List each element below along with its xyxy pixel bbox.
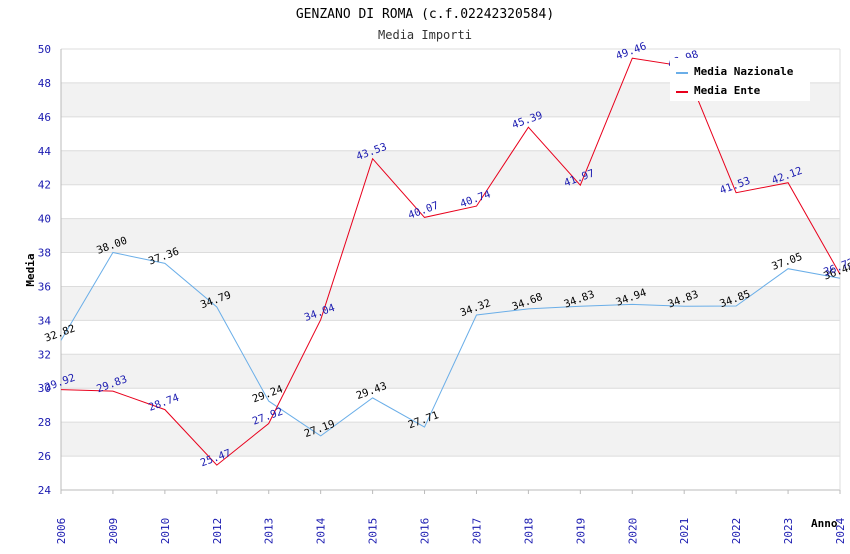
- plot-band: [61, 116, 840, 151]
- x-tick-label: 2023: [782, 518, 795, 545]
- y-tick-label: 46: [38, 111, 51, 124]
- y-tick-label: 28: [38, 416, 51, 429]
- series-line-media-nazionale: [60, 251, 841, 437]
- plot-band: [61, 150, 840, 185]
- chart-title: GENZANO DI ROMA (c.f.02242320584): [296, 7, 554, 22]
- x-tick-label: 2014: [315, 517, 328, 544]
- x-tick-label: 2024: [834, 517, 847, 544]
- y-axis-label: Media: [24, 253, 37, 286]
- y-tick-label: 38: [38, 247, 51, 260]
- y-tick-label: 34: [38, 314, 52, 327]
- x-tick-labels: 2006 2009 2010 2012 2013 2014 2015 2016 2017 2018…: [55, 517, 847, 544]
- x-tick-label: 2015: [367, 518, 380, 545]
- legend: Media Nazionale Media Ente: [670, 58, 810, 101]
- y-tick-label: 32: [38, 348, 51, 361]
- x-tick-label: 2017: [470, 518, 483, 545]
- plot-band: [61, 422, 840, 457]
- legend-label-media-nazionale: Media Nazionale: [694, 65, 794, 78]
- y-tick-labels: 24 26 28 30 32 34 36 38 40 42 44 46 48 50: [38, 43, 52, 497]
- legend-label-media-ente: Media Ente: [694, 84, 761, 97]
- y-tick-label: 42: [38, 179, 51, 192]
- plot-band: [61, 320, 840, 355]
- x-axis-label: Anno: [811, 517, 838, 530]
- series-line-media-ente: [60, 57, 841, 466]
- chart-subtitle: Media Importi: [378, 28, 472, 42]
- x-tick-label: 2009: [107, 518, 120, 545]
- plot-band: [61, 252, 840, 287]
- plot-band: [61, 456, 840, 490]
- x-tick-label: 2019: [574, 518, 587, 545]
- y-tick-label: 36: [38, 280, 51, 293]
- plot-band: [61, 218, 840, 253]
- plot-band: [61, 286, 840, 321]
- axes: [60, 49, 841, 494]
- y-tick-label: 26: [38, 450, 51, 463]
- plot-band: [61, 388, 840, 423]
- x-tick-label: 2016: [419, 518, 432, 545]
- legend-box: [670, 58, 810, 101]
- y-tick-label: 48: [38, 77, 51, 90]
- x-tick-label: 2010: [159, 518, 172, 545]
- y-tick-label: 44: [38, 145, 52, 158]
- x-tick-label: 2020: [626, 518, 639, 545]
- x-tick-label: 2012: [211, 518, 224, 545]
- x-tick-label: 2021: [678, 518, 691, 545]
- y-tick-label: 50: [38, 43, 51, 56]
- x-tick-label: 2006: [55, 518, 68, 545]
- series-lines: [60, 57, 841, 466]
- y-tick-label: 40: [38, 213, 51, 226]
- grid-lines: [61, 48, 840, 491]
- x-tick-label: 2018: [522, 518, 535, 545]
- x-tick-label: 2013: [263, 518, 276, 545]
- y-tick-label: 24: [38, 484, 52, 497]
- plot-band: [61, 184, 840, 219]
- y-tick-label: 30: [38, 382, 51, 395]
- x-tick-label: 2022: [730, 518, 743, 545]
